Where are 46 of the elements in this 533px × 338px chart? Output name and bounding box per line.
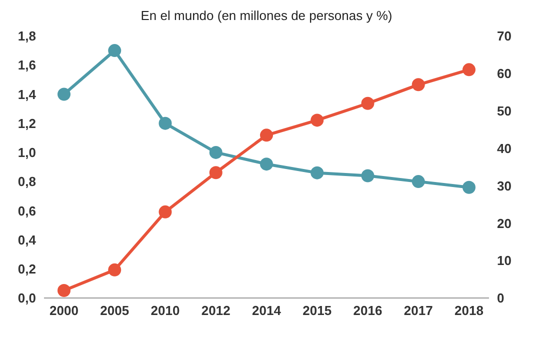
point [209,166,222,180]
y2-tick-label: 30 [497,178,512,194]
point [361,169,374,182]
y2-tick-label: 50 [497,103,512,118]
point [108,44,122,58]
point [310,166,324,180]
point [158,205,172,218]
y-tick-label: 0,4 [18,232,37,248]
x-tick-label: 2012 [201,303,230,318]
point [412,78,425,92]
y2-tick-label: 20 [497,216,512,231]
y-tick-label: 1,6 [18,58,36,73]
y-tick-label: 1,4 [18,86,37,102]
point [462,63,476,76]
y-tick-label: 0,0 [18,290,36,306]
x-tick-label: 2015 [302,303,332,318]
x-tick-label: 2000 [50,303,78,318]
point [260,128,273,142]
x-tick-label: 2010 [150,303,180,318]
point [158,116,172,130]
y2-tick-label: 70 [497,28,512,44]
x-tick-label: 2018 [454,303,484,318]
y-tick-label: 0,6 [18,203,36,218]
y2-tick-label: 60 [497,66,512,82]
y2-tick-label: 10 [497,253,512,268]
x-tick-label: 2017 [404,303,433,318]
point [361,96,374,110]
x-tick-label: 2016 [353,303,382,318]
point [108,263,122,276]
y-tick-label: 1,2 [18,116,36,131]
y2-tick-label: 40 [497,140,512,156]
point [310,114,324,127]
point [462,180,476,194]
y-tick-label: 1,8 [18,28,36,44]
point [209,146,222,159]
point [58,284,70,298]
point [412,175,425,188]
chart-title: En el mundo (en millones de personas y %) [140,8,394,25]
y-tick-label: 1,0 [18,145,36,160]
point [260,158,273,171]
y2-tick-label: 0 [497,290,504,306]
x-tick-label: 2014 [252,303,282,318]
x-tick-label: 2005 [100,303,130,318]
y-tick-label: 0,2 [18,262,36,277]
y-tick-label: 0,8 [18,174,36,190]
point [58,88,70,101]
